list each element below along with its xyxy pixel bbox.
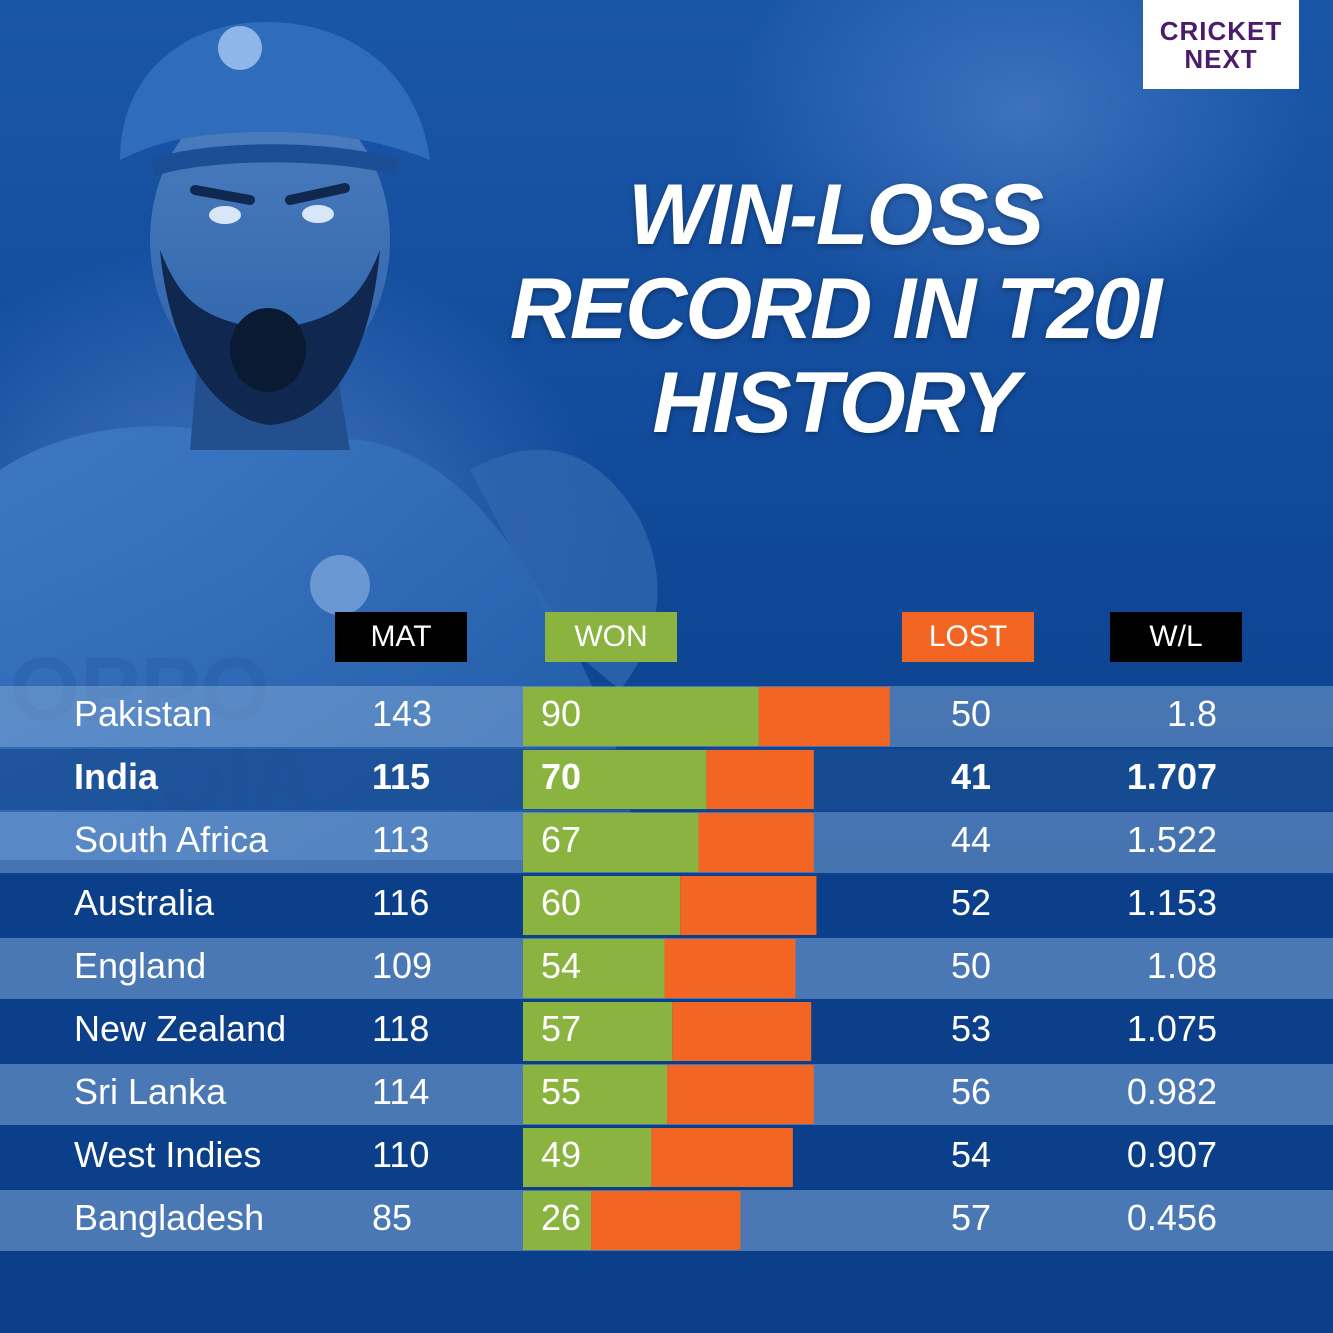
header-won: WON	[545, 612, 677, 662]
won-value: 57	[541, 1008, 581, 1049]
team-name: Pakistan	[74, 693, 212, 734]
cricketnext-logo[interactable]: CRICKET NEXT	[1143, 0, 1299, 89]
wl-value: 1.522	[1127, 819, 1217, 860]
lost-value: 56	[951, 1071, 991, 1112]
svg-text:OPPO: OPPO	[10, 640, 270, 740]
team-name: New Zealand	[74, 1008, 286, 1049]
lost-value: 52	[951, 882, 991, 923]
wl-value: 1.8	[1167, 693, 1217, 734]
lost-value: 57	[951, 1197, 991, 1238]
won-bar	[523, 1065, 668, 1124]
team-name: Australia	[74, 882, 215, 923]
team-name: West Indies	[74, 1134, 261, 1175]
won-bar	[523, 939, 665, 998]
wl-value: 0.456	[1127, 1197, 1217, 1238]
logo-line2: NEXT	[1184, 43, 1258, 74]
lost-bar	[672, 1002, 812, 1061]
won-bar	[523, 1128, 652, 1187]
mat-value: 109	[372, 945, 432, 986]
won-bar	[523, 1002, 673, 1061]
lost-bar	[758, 687, 890, 746]
won-value: 67	[541, 819, 581, 860]
footer-band	[0, 1251, 1333, 1333]
mat-value: 143	[372, 693, 432, 734]
team-name: South Africa	[74, 819, 269, 860]
lost-value: 41	[951, 756, 991, 797]
won-bar	[523, 1191, 592, 1250]
wl-value: 0.907	[1127, 1134, 1217, 1175]
won-value: 26	[541, 1197, 581, 1238]
logo-line1: CRICKET	[1159, 15, 1283, 46]
lost-value: 44	[951, 819, 991, 860]
mat-value: 85	[372, 1197, 412, 1238]
lost-bar	[667, 1065, 814, 1124]
won-bar	[523, 813, 699, 872]
lost-value: 53	[951, 1008, 991, 1049]
mat-value: 114	[372, 1071, 429, 1112]
mat-value: 116	[372, 882, 429, 923]
team-name: Bangladesh	[74, 1197, 264, 1238]
wl-value: 1.075	[1127, 1008, 1217, 1049]
title-line3: HISTORY	[652, 355, 1019, 451]
mat-value: 110	[372, 1134, 429, 1175]
team-name: Sri Lanka	[74, 1071, 227, 1112]
lost-bar	[664, 939, 796, 998]
team-name: England	[74, 945, 206, 986]
lost-bar	[680, 876, 817, 935]
won-value: 90	[541, 693, 581, 734]
title-line1: WIN-LOSS	[628, 167, 1044, 263]
wl-value: 1.08	[1147, 945, 1217, 986]
page-title: WIN-LOSS RECORD IN T20I HISTORY	[380, 168, 1290, 450]
won-value: 54	[541, 945, 581, 986]
header-wl: W/L	[1110, 612, 1242, 662]
wl-value: 0.982	[1127, 1071, 1217, 1112]
lost-value: 50	[951, 693, 991, 734]
lost-value: 54	[951, 1134, 991, 1175]
won-bar	[523, 750, 707, 809]
won-value: 55	[541, 1071, 581, 1112]
won-bar	[523, 876, 681, 935]
title-line2: RECORD IN T20I	[509, 261, 1163, 357]
header-lost: LOST	[902, 612, 1034, 662]
team-name: India	[74, 756, 159, 797]
mat-value: 115	[372, 756, 430, 797]
won-value: 49	[541, 1134, 581, 1175]
lost-bar	[698, 813, 814, 872]
lost-bar	[651, 1128, 793, 1187]
lost-value: 50	[951, 945, 991, 986]
lost-bar	[706, 750, 814, 809]
header-mat: MAT	[335, 612, 467, 662]
mat-value: 113	[372, 819, 429, 860]
wl-value: 1.153	[1127, 882, 1217, 923]
won-bar	[523, 687, 759, 746]
lost-bar	[591, 1191, 741, 1250]
won-value: 70	[541, 756, 581, 797]
won-value: 60	[541, 882, 581, 923]
wl-value: 1.707	[1127, 756, 1217, 797]
mat-value: 118	[372, 1008, 429, 1049]
